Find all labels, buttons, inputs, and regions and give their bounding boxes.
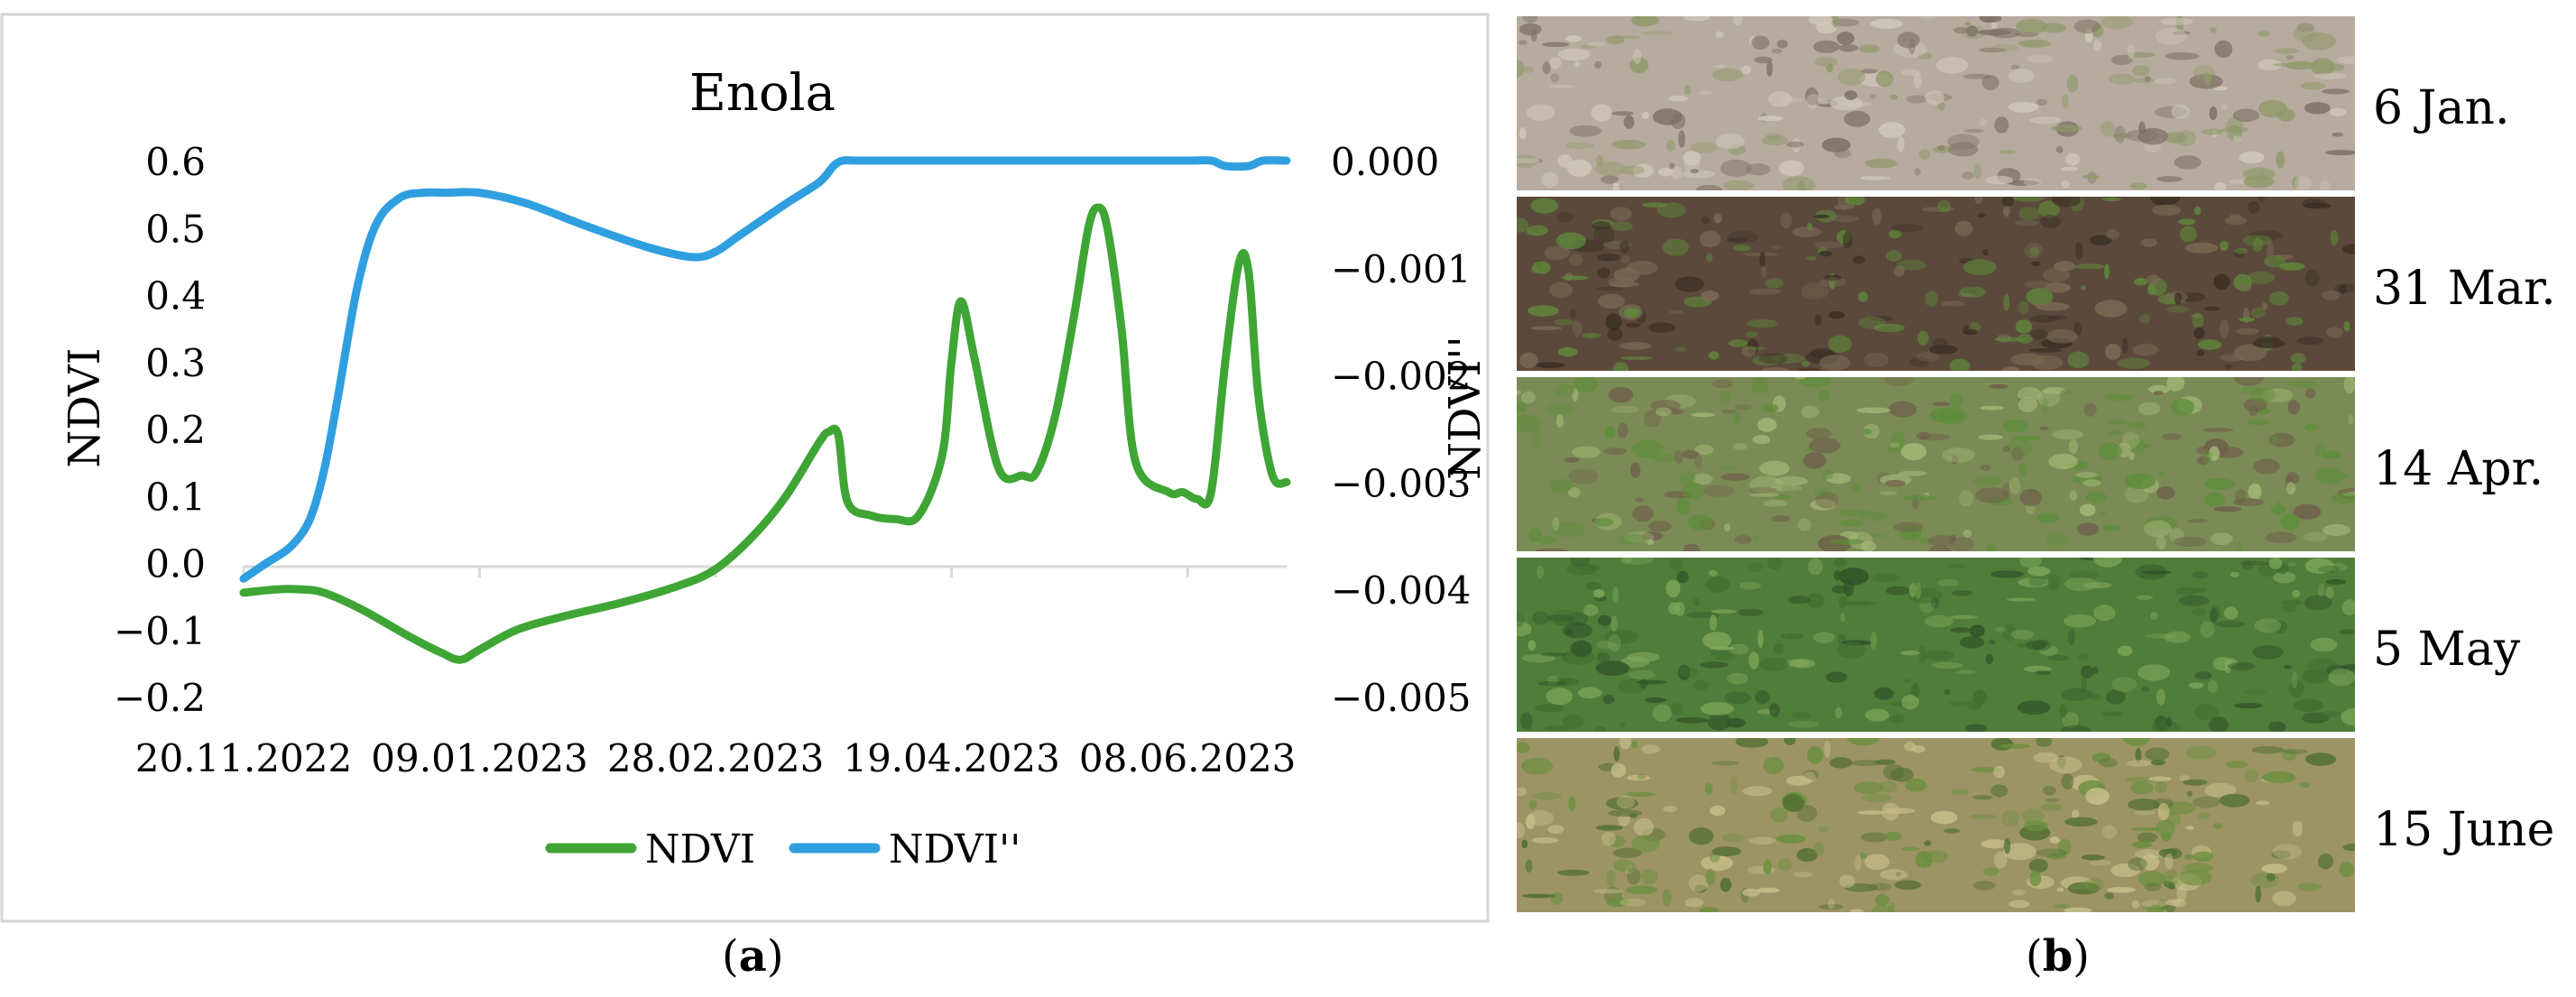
- field-texture: [1517, 16, 2355, 190]
- photo-date-label-5: 15 June: [2373, 803, 2555, 857]
- y-tick-label: 0.0: [145, 542, 206, 586]
- x-axis-ticks: 20.11.2022 09.01.2023 28.02.2023 19.04.2023…: [135, 567, 1296, 780]
- y-axis-ticks: 0.6 0.5 0.4 0.3 0.2 0.1 0.0 −0.1 −0.2: [114, 140, 206, 720]
- photo-date-label-3: 14 Apr.: [2373, 442, 2544, 496]
- x-tick-label: 08.06.2023: [1079, 736, 1296, 780]
- y2-tick-label: −0.005: [1331, 676, 1471, 720]
- ndvi-chart: Enola NDVI NDVI'' 0.6 0.5 0.4 0.3 0.2 0.1 0.0 −…: [0, 13, 1491, 923]
- photo-date-label-4: 5 May: [2373, 623, 2521, 677]
- y2-tick-label: −0.002: [1331, 355, 1471, 399]
- series-line-ndvi-second-derivative: [239, 156, 1291, 583]
- y-tick-label: 0.1: [145, 475, 206, 519]
- panel-caption-a: (a): [722, 931, 784, 982]
- chart-title: Enola: [689, 64, 836, 123]
- panel-caption-b: (b): [2026, 931, 2091, 982]
- field-photo-2: [1517, 197, 2355, 371]
- x-tick-label: 20.11.2022: [135, 736, 352, 780]
- y-tick-label: 0.4: [145, 274, 206, 318]
- chart-frame: [0, 13, 1490, 923]
- y-tick-label: −0.1: [114, 609, 206, 653]
- field-texture: [1517, 377, 2355, 551]
- y-axis-label: NDVI: [60, 347, 110, 467]
- y-tick-label: 0.6: [145, 140, 206, 184]
- x-tick-label: 09.01.2023: [371, 736, 587, 780]
- field-texture: [1517, 738, 2355, 912]
- y2-tick-label: −0.001: [1331, 247, 1471, 291]
- photo-date-label-1: 6 Jan.: [2373, 81, 2510, 135]
- field-photo-3: [1517, 377, 2355, 551]
- y2-tick-label: 0.000: [1331, 140, 1439, 184]
- y-tick-label: 0.5: [145, 207, 206, 251]
- y-tick-label: 0.2: [145, 408, 206, 452]
- chart-legend: NDVI NDVI'': [545, 826, 1020, 872]
- field-photo-5: [1517, 738, 2355, 912]
- y-tick-label: 0.3: [145, 341, 206, 385]
- series-line-ndvi: [239, 203, 1291, 664]
- x-tick-label: 28.02.2023: [607, 736, 824, 780]
- x-tick-label: 19.04.2023: [843, 736, 1059, 780]
- field-texture: [1517, 197, 2355, 371]
- legend-label-ndvi: NDVI: [645, 826, 755, 872]
- y2-tick-label: −0.003: [1331, 461, 1471, 505]
- field-photo-4: [1517, 558, 2355, 732]
- field-photo-1: [1517, 16, 2355, 190]
- chart-panel: Enola NDVI NDVI'' 0.6 0.5 0.4 0.3 0.2 0.1 0.0 −…: [0, 13, 1491, 923]
- legend-label-ndvi2: NDVI'': [889, 826, 1020, 872]
- y-tick-label: −0.2: [114, 676, 206, 720]
- field-texture: [1517, 558, 2355, 732]
- y2-tick-label: −0.004: [1331, 568, 1471, 613]
- photo-date-label-2: 31 Mar.: [2373, 262, 2556, 316]
- y2-axis-label: NDVI'': [1440, 336, 1491, 480]
- series-lines: [239, 156, 1291, 664]
- y2-axis-ticks: 0.000 −0.001 −0.002 −0.003 −0.004 −0.005: [1331, 140, 1471, 720]
